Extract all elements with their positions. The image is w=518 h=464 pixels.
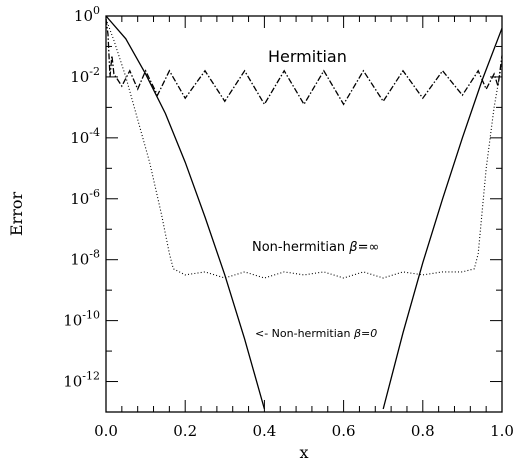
y-tick-label: 10-6 bbox=[70, 187, 100, 208]
x-tick-label: 0.2 bbox=[173, 422, 197, 440]
annotation-hermitian: Hermitian bbox=[268, 47, 347, 66]
x-tick-label: 0.0 bbox=[94, 422, 118, 440]
y-tick-label: 10-8 bbox=[70, 248, 100, 269]
y-tick-label: 10-4 bbox=[70, 126, 100, 147]
y-axis-title: Error bbox=[7, 192, 26, 237]
annotation-beta-zero: β=0 bbox=[353, 327, 377, 340]
annotation-nonhermitian-beta-inf: Non-hermitian β=∞ bbox=[252, 240, 379, 255]
y-tick-label: 10-2 bbox=[70, 65, 100, 86]
x-tick-label: 0.8 bbox=[411, 422, 435, 440]
x-axis-title: x bbox=[299, 443, 308, 462]
x-tick-label: 0.6 bbox=[332, 422, 356, 440]
y-tick-label: 100 bbox=[74, 4, 100, 25]
annotation-beta-inf: β=∞ bbox=[348, 240, 379, 255]
series-line-dotted bbox=[105, 18, 503, 279]
plot-frame bbox=[105, 15, 503, 413]
x-tick-label: 1.0 bbox=[490, 422, 514, 440]
series-layer bbox=[105, 15, 503, 410]
x-tick-label: 0.4 bbox=[252, 422, 276, 440]
y-tick-label: 10-10 bbox=[63, 309, 100, 330]
annotation-nonhermitian-beta-zero: <- Non-hermitian β=0 bbox=[255, 327, 377, 340]
annotation-nonhermitian-inf-text: Non-hermitian bbox=[252, 240, 349, 255]
y-tick-label: 10-12 bbox=[63, 370, 100, 391]
series-line-solid bbox=[105, 15, 503, 410]
tick-layer bbox=[105, 15, 503, 413]
x-tick-labels: 0.0 0.2 0.4 0.6 0.8 1.0 bbox=[94, 422, 514, 440]
series-line-dash-dot bbox=[105, 18, 503, 106]
annotation-nonhermitian-zero-text: <- Non-hermitian bbox=[255, 327, 354, 340]
y-tick-labels: 100 10-2 10-4 10-6 10-8 10-10 10-12 bbox=[63, 4, 100, 391]
